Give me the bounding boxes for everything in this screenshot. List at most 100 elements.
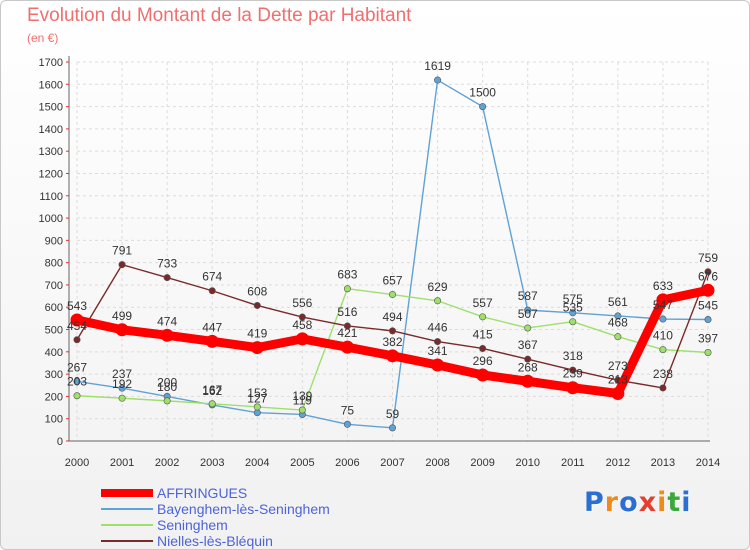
series-3-point bbox=[569, 366, 577, 374]
x-tick-label: 2000 bbox=[65, 457, 89, 469]
data-label: 419 bbox=[247, 327, 267, 341]
series-0-point bbox=[521, 374, 535, 388]
series-0-point bbox=[566, 381, 580, 395]
series-2-point bbox=[479, 313, 487, 321]
data-label: 633 bbox=[653, 279, 673, 293]
y-tick-label: 1400 bbox=[39, 124, 63, 136]
data-label: 268 bbox=[518, 360, 538, 374]
series-0-point bbox=[476, 368, 490, 382]
series-0-point bbox=[386, 349, 399, 363]
data-label: 458 bbox=[292, 318, 312, 332]
data-label: 447 bbox=[202, 320, 222, 334]
series-1-point bbox=[479, 103, 487, 111]
data-label: 213 bbox=[608, 373, 628, 387]
series-2-point bbox=[118, 394, 126, 402]
legend-label: AFFRINGUES bbox=[157, 485, 248, 501]
data-label: 545 bbox=[698, 298, 718, 312]
series-2-point bbox=[614, 333, 622, 341]
data-label: 119 bbox=[293, 393, 312, 407]
series-2-point bbox=[524, 324, 532, 332]
series-1-point bbox=[388, 424, 396, 432]
series-2-point bbox=[569, 318, 577, 326]
data-label: 454 bbox=[67, 319, 87, 333]
series-0-point bbox=[115, 323, 129, 337]
data-label: 237 bbox=[112, 367, 132, 381]
series-0-point bbox=[431, 358, 445, 372]
legend-label: Nielles-lès-Bléquin bbox=[157, 533, 273, 549]
series-1-point bbox=[73, 377, 81, 385]
y-tick-label: 1300 bbox=[39, 146, 63, 158]
x-tick-label: 2003 bbox=[200, 457, 224, 469]
data-label: 446 bbox=[428, 321, 448, 335]
x-tick-label: 2013 bbox=[651, 457, 675, 469]
series-3-point bbox=[298, 313, 306, 321]
legend-label: Seninghem bbox=[157, 517, 228, 533]
series-1-point bbox=[659, 315, 667, 323]
series-0-point bbox=[70, 313, 84, 327]
data-label: 474 bbox=[157, 314, 177, 328]
legend-swatch bbox=[101, 524, 153, 526]
series-1-point bbox=[569, 309, 577, 317]
data-label: 162 bbox=[202, 384, 222, 398]
data-label: 75 bbox=[341, 403, 355, 417]
series-3-point bbox=[163, 274, 171, 282]
data-label: 543 bbox=[67, 299, 87, 313]
unit-label: (en €) bbox=[27, 31, 59, 45]
data-label: 657 bbox=[382, 274, 402, 288]
data-label: 587 bbox=[518, 289, 538, 303]
y-tick-label: 1100 bbox=[39, 191, 63, 203]
data-label: 296 bbox=[473, 354, 493, 368]
x-tick-label: 2009 bbox=[470, 457, 494, 469]
proxiti-logo: Proxiti bbox=[584, 487, 692, 518]
data-label: 192 bbox=[112, 377, 132, 391]
data-label: 415 bbox=[473, 327, 493, 341]
series-0-point bbox=[205, 334, 219, 348]
series-2-point bbox=[704, 348, 712, 356]
series-3-point bbox=[343, 322, 351, 330]
legend-swatch bbox=[101, 489, 153, 497]
legend-swatch bbox=[101, 540, 153, 542]
x-tick-label: 2010 bbox=[515, 457, 539, 469]
series-0-point bbox=[250, 341, 264, 355]
y-tick-label: 500 bbox=[45, 325, 63, 337]
data-label: 494 bbox=[382, 310, 402, 324]
series-3-point bbox=[388, 327, 396, 335]
chart-title: Evolution du Montant de la Dette par Hab… bbox=[27, 5, 412, 26]
data-label: 127 bbox=[247, 392, 267, 406]
series-1-point bbox=[704, 315, 712, 323]
y-tick-label: 800 bbox=[45, 258, 63, 270]
y-tick-label: 300 bbox=[45, 369, 63, 381]
x-tick-label: 2002 bbox=[155, 457, 179, 469]
data-label: 516 bbox=[337, 305, 357, 319]
series-0-point bbox=[340, 340, 354, 354]
data-label: 139 bbox=[292, 389, 312, 403]
data-label: 683 bbox=[337, 268, 357, 282]
series-2-point bbox=[659, 346, 667, 354]
y-tick-label: 100 bbox=[45, 414, 63, 426]
series-3-point bbox=[253, 301, 261, 309]
x-tick-label: 2012 bbox=[606, 457, 630, 469]
data-label: 410 bbox=[653, 329, 673, 343]
legend-label: Bayenghem-lès-Seninghem bbox=[157, 501, 330, 517]
data-label: 507 bbox=[518, 307, 538, 321]
data-label: 267 bbox=[67, 360, 87, 374]
series-3-point bbox=[704, 268, 712, 276]
x-tick-label: 2004 bbox=[245, 457, 269, 469]
y-tick-label: 600 bbox=[45, 302, 63, 314]
series-2-point bbox=[208, 400, 216, 408]
series-3-point bbox=[73, 336, 81, 344]
data-label: 674 bbox=[202, 270, 222, 284]
series-3-point bbox=[479, 344, 487, 352]
series-3-point bbox=[118, 261, 126, 269]
legend-swatch bbox=[101, 508, 153, 510]
data-label: 791 bbox=[112, 244, 132, 258]
data-label: 608 bbox=[247, 284, 267, 298]
x-tick-label: 2011 bbox=[561, 457, 585, 469]
x-tick-label: 2014 bbox=[696, 457, 720, 469]
y-tick-label: 400 bbox=[45, 347, 63, 359]
x-tick-label: 2008 bbox=[425, 457, 449, 469]
x-tick-label: 2005 bbox=[290, 457, 314, 469]
series-2-point bbox=[163, 397, 171, 405]
data-label: 547 bbox=[653, 298, 673, 312]
